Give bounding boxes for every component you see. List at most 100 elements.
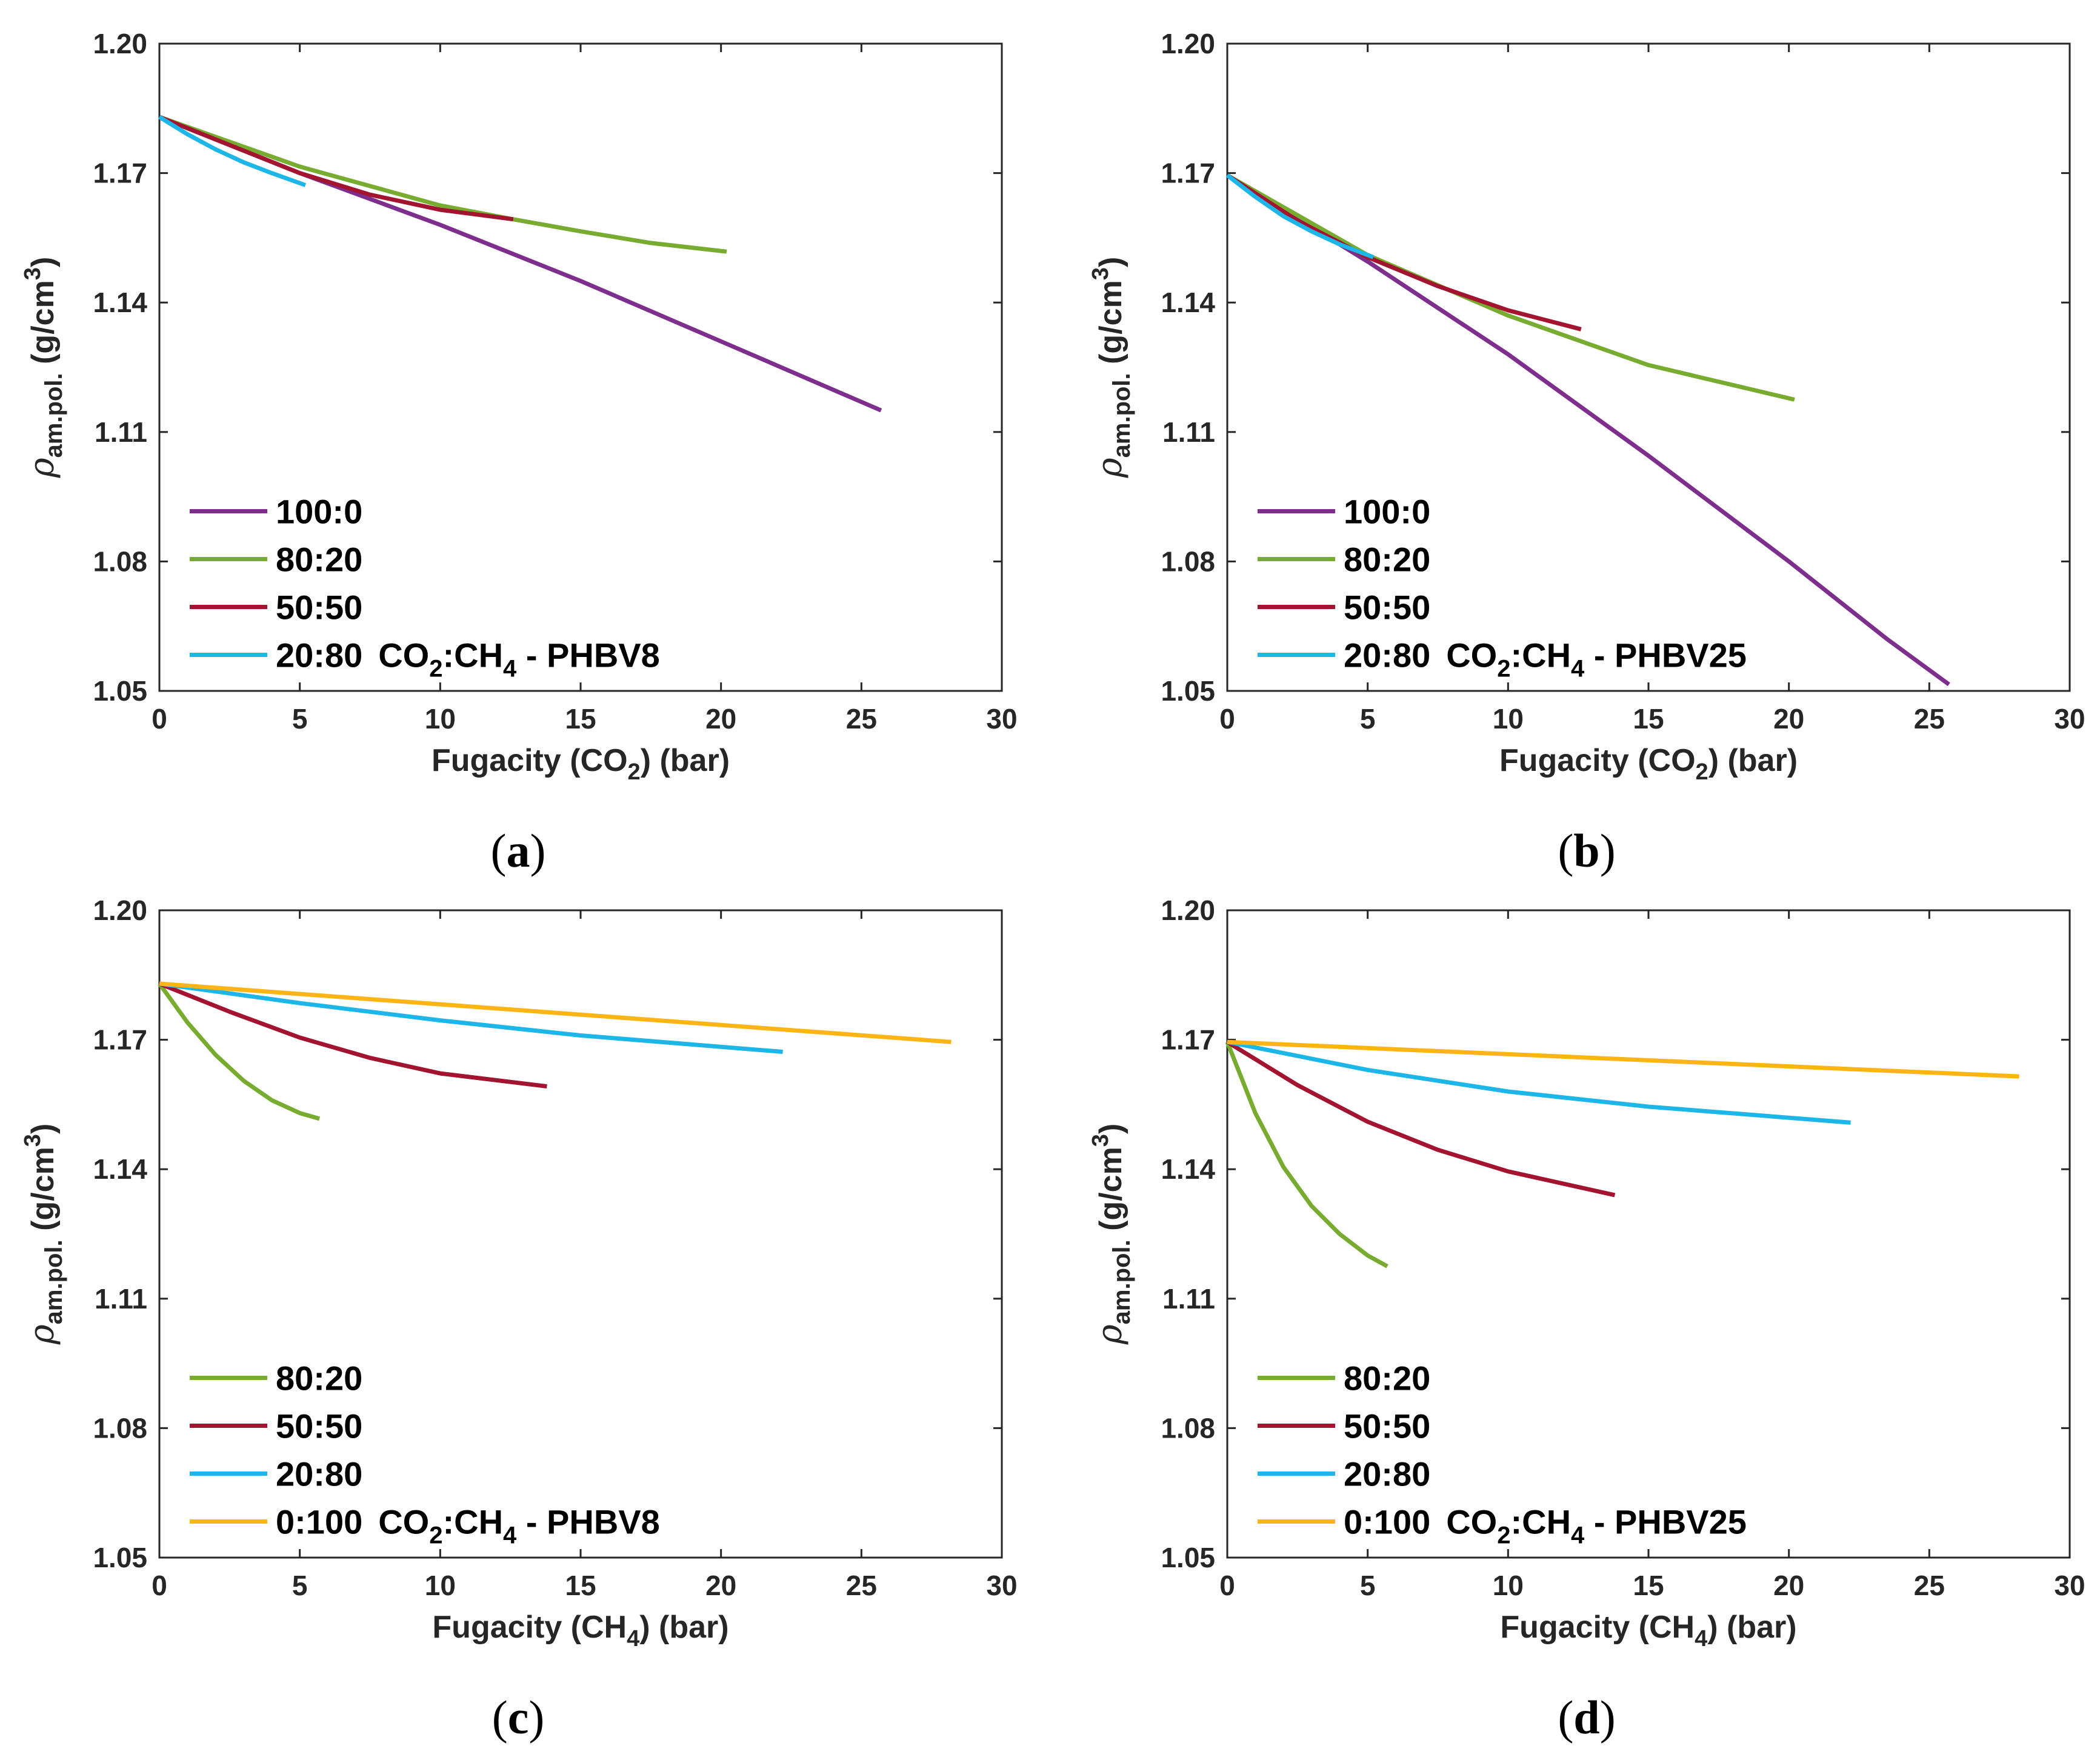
series-line-20-80 xyxy=(159,981,783,1054)
legend-label: 100:0 xyxy=(1344,493,1430,531)
series-line-50-50 xyxy=(1226,173,1582,332)
series-line-0-100 xyxy=(1227,1039,2019,1079)
x-tick-label: 30 xyxy=(986,1570,1017,1601)
legend-label: 50:50 xyxy=(1344,588,1430,627)
x-tick-label: 5 xyxy=(1360,1570,1376,1601)
y-axis-label: ρam.pol. (g/cm3) xyxy=(20,1124,67,1345)
x-tick-label: 5 xyxy=(292,703,308,735)
y-tick-label: 1.14 xyxy=(93,1153,147,1185)
legend-label: 50:50 xyxy=(276,588,362,627)
x-tick-label: 25 xyxy=(1914,703,1945,735)
series-line-50-50 xyxy=(1226,1040,1616,1198)
series-line-100-0 xyxy=(1226,173,1950,687)
y-tick-label: 1.11 xyxy=(95,1283,147,1315)
y-tick-label: 1.08 xyxy=(1161,1412,1215,1444)
y-axis-label: ρam.pol. (g/cm3) xyxy=(1088,257,1135,479)
x-tick-label: 10 xyxy=(1493,703,1524,735)
panel-caption: (b) xyxy=(1558,824,1615,877)
legend-label: 80:20 xyxy=(276,1359,362,1398)
series-line-20-80 xyxy=(1225,173,1375,259)
y-tick-label: 1.08 xyxy=(1161,545,1215,577)
y-tick-label: 1.05 xyxy=(1161,675,1215,707)
x-tick-label: 0 xyxy=(152,703,167,735)
x-tick-label: 0 xyxy=(152,1570,167,1601)
chart-panel: 0 5 10 15 20 25 30 1.05 1.08 1.11 1.14 1.17 1.20 Fuga… xyxy=(20,895,1018,1744)
x-tick-label: 10 xyxy=(425,1570,456,1601)
y-tick-label: 1.08 xyxy=(93,545,147,577)
x-tick-label: 0 xyxy=(1219,703,1235,735)
legend-label: 20:80 CO2:CH4 - PHBV25 xyxy=(1344,636,1747,682)
x-tick-label: 15 xyxy=(1633,703,1664,735)
x-tick-label: 20 xyxy=(1773,703,1804,735)
chart-panel: 0 5 10 15 20 25 30 1.05 1.08 1.11 1.14 1.17 1.20 Fuga… xyxy=(1088,28,2085,877)
x-axis-label: Fugacity (CH4) (bar) xyxy=(432,1610,728,1652)
y-tick-label: 1.17 xyxy=(1161,1024,1215,1056)
series-line-80-20 xyxy=(1226,173,1795,402)
chart-panel: 0 5 10 15 20 25 30 1.05 1.08 1.11 1.14 1.17 1.20 Fuga… xyxy=(20,28,1018,877)
x-tick-label: 10 xyxy=(425,703,456,735)
x-tick-label: 25 xyxy=(846,1570,877,1601)
y-tick-label: 1.11 xyxy=(1162,416,1215,448)
y-tick-label: 1.17 xyxy=(93,1024,147,1056)
legend-label: 0:100 CO2:CH4 - PHBV25 xyxy=(1344,1503,1747,1549)
plot-area xyxy=(1226,909,2071,1559)
x-axis-label: Fugacity (CO2) (bar) xyxy=(432,743,730,785)
y-tick-label: 1.05 xyxy=(93,1542,147,1573)
series-line-20-80 xyxy=(1227,1039,1851,1125)
x-tick-label: 25 xyxy=(846,703,877,735)
series-line-20-80 xyxy=(158,115,307,187)
y-tick-label: 1.20 xyxy=(93,895,147,926)
y-axis-label: ρam.pol. (g/cm3) xyxy=(1088,1124,1135,1345)
y-tick-label: 1.05 xyxy=(93,675,147,707)
y-tick-label: 1.11 xyxy=(95,416,147,448)
legend-label: 80:20 xyxy=(276,541,362,579)
legend-label: 80:20 xyxy=(1344,1359,1430,1398)
x-tick-label: 15 xyxy=(565,1570,596,1601)
panel-caption: (a) xyxy=(491,824,546,877)
x-tick-label: 5 xyxy=(292,1570,308,1601)
y-tick-label: 1.20 xyxy=(1161,895,1215,926)
legend-label: 20:80 xyxy=(276,1455,362,1493)
y-tick-label: 1.20 xyxy=(1161,28,1215,59)
series-line-80-20 xyxy=(158,982,321,1121)
x-tick-label: 30 xyxy=(2054,1570,2085,1601)
series-line-0-100 xyxy=(159,981,952,1044)
y-tick-label: 1.11 xyxy=(1162,1283,1215,1315)
plot-area xyxy=(158,42,1003,692)
y-axis-label: ρam.pol. (g/cm3) xyxy=(20,257,67,479)
plot-area xyxy=(1226,42,2071,692)
panel-caption: (c) xyxy=(492,1691,545,1744)
legend-label: 50:50 xyxy=(276,1407,362,1445)
series-line-50-50 xyxy=(158,115,514,222)
legend-label: 0:100 CO2:CH4 - PHBV8 xyxy=(276,1503,660,1549)
legend-label: 20:80 xyxy=(1344,1455,1430,1493)
series-line-80-20 xyxy=(1225,1041,1388,1268)
chart-panel: 0 5 10 15 20 25 30 1.05 1.08 1.11 1.14 1.17 1.20 Fuga… xyxy=(1088,895,2085,1744)
legend-label: 80:20 xyxy=(1344,541,1430,579)
y-tick-label: 1.14 xyxy=(1161,1153,1215,1185)
y-tick-label: 1.17 xyxy=(93,158,147,189)
x-tick-label: 20 xyxy=(705,703,736,735)
series-line-50-50 xyxy=(158,981,547,1088)
y-tick-label: 1.05 xyxy=(1161,1542,1215,1573)
y-tick-label: 1.14 xyxy=(1161,287,1215,318)
x-axis-label: Fugacity (CH4) (bar) xyxy=(1500,1610,1796,1652)
x-tick-label: 30 xyxy=(986,703,1017,735)
x-tick-label: 20 xyxy=(705,1570,736,1601)
x-tick-label: 10 xyxy=(1493,1570,1524,1601)
legend-label: 100:0 xyxy=(276,493,362,531)
x-tick-label: 30 xyxy=(2054,703,2085,735)
x-tick-label: 15 xyxy=(565,703,596,735)
y-tick-label: 1.08 xyxy=(93,1412,147,1444)
x-tick-label: 20 xyxy=(1773,1570,1804,1601)
y-tick-label: 1.14 xyxy=(93,287,147,318)
x-tick-label: 0 xyxy=(1219,1570,1235,1601)
panel-caption: (d) xyxy=(1558,1691,1615,1744)
legend-label: 50:50 xyxy=(1344,1407,1430,1445)
y-tick-label: 1.20 xyxy=(93,28,147,59)
x-tick-label: 5 xyxy=(1360,703,1376,735)
legend-label: 20:80 CO2:CH4 - PHBV8 xyxy=(276,636,660,682)
y-tick-label: 1.17 xyxy=(1161,158,1215,189)
x-axis-label: Fugacity (CO2) (bar) xyxy=(1499,743,1798,785)
